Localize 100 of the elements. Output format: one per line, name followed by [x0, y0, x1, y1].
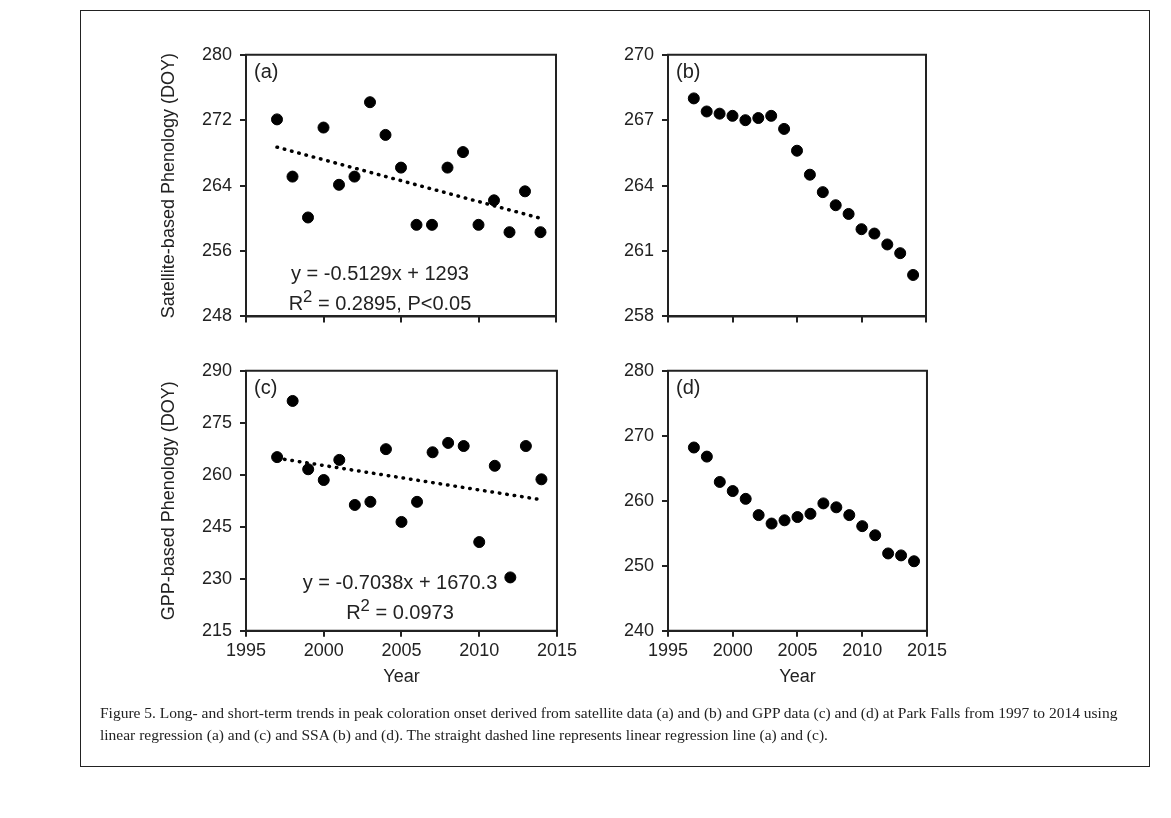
point	[333, 453, 346, 466]
chart-title: (b)	[676, 60, 701, 83]
point	[894, 247, 907, 260]
point	[907, 268, 920, 281]
point	[426, 218, 438, 231]
point	[535, 473, 548, 486]
point	[504, 571, 517, 584]
point	[908, 555, 921, 568]
point	[752, 112, 765, 125]
y-tick-label: 260	[623, 489, 654, 510]
point	[364, 495, 377, 508]
y-tick-label: 280	[623, 359, 654, 380]
point	[700, 105, 713, 118]
x-axis-title: Year	[779, 666, 816, 687]
point	[726, 485, 739, 498]
chart-title: (a)	[254, 60, 279, 83]
point	[713, 107, 726, 120]
y-tick-label: 264	[623, 174, 654, 195]
caption: Figure 5. Long- and short-term trends in peak coloration onset derived from satellite data (a) and (b) and GPP data (c) and (d) at Park Falls from 1997 to 2014 using linear regression (a) and (c) and SSA (b) and (d). The straight dashed line represents linear regression line (a) and (c).	[100, 703, 1119, 745]
y-tick-label: 215	[201, 619, 232, 640]
y-tick-label: 270	[623, 43, 654, 64]
x-tick-label: 2015	[536, 639, 577, 660]
point	[855, 223, 868, 236]
point	[473, 536, 486, 549]
point	[348, 498, 361, 511]
y-tick-label: 230	[201, 567, 232, 588]
point	[317, 474, 330, 486]
point	[534, 226, 547, 239]
point	[271, 113, 283, 126]
point	[457, 146, 469, 159]
x-tick-label: 2010	[842, 639, 883, 660]
point	[778, 514, 791, 527]
point	[765, 517, 778, 530]
point	[333, 178, 345, 191]
point	[411, 495, 424, 508]
point	[700, 450, 713, 463]
point	[856, 520, 869, 533]
point	[687, 92, 700, 105]
y-tick-label: 261	[623, 239, 654, 260]
y-tick-label: 256	[201, 239, 232, 260]
x-tick-label: 2005	[777, 639, 818, 660]
point	[488, 194, 500, 207]
point	[713, 475, 726, 488]
point	[687, 441, 700, 454]
point	[804, 507, 817, 520]
x-tick-label: 2005	[381, 639, 422, 660]
point	[869, 529, 882, 542]
y-tick-label: 290	[201, 359, 232, 380]
y-tick-label: 275	[201, 411, 232, 432]
point	[302, 463, 315, 476]
point	[503, 226, 516, 239]
point	[395, 161, 407, 174]
point	[519, 185, 531, 198]
y-tick-label: 267	[623, 109, 654, 130]
point	[739, 114, 752, 127]
point	[829, 199, 842, 212]
point	[317, 121, 330, 134]
point	[379, 443, 392, 456]
point	[348, 170, 361, 183]
y-tick-label: 272	[201, 109, 232, 130]
point	[726, 109, 739, 122]
annotation: y = -0.7038x + 1670.3	[302, 571, 498, 593]
point	[791, 511, 804, 524]
point	[881, 238, 894, 251]
y-tick-label: 264	[201, 174, 232, 195]
point	[519, 440, 532, 453]
x-tick-label: 2000	[712, 639, 753, 660]
point	[803, 168, 816, 181]
point	[302, 211, 314, 224]
point	[472, 218, 485, 231]
y-tick-label: 240	[623, 619, 654, 640]
point	[426, 446, 439, 459]
y-tick-label: 248	[201, 305, 232, 326]
chart-title: (d)	[676, 376, 701, 399]
y-tick-label: 245	[201, 515, 232, 536]
point	[778, 122, 791, 135]
y-tick-label: 270	[623, 424, 654, 445]
y-tick-label: 280	[201, 43, 232, 64]
y-axis-title: Satellite-based Phenology (DOY)	[157, 53, 178, 319]
point	[457, 440, 470, 453]
point	[286, 394, 299, 407]
point	[817, 497, 830, 510]
annotation: R$^{2}$ = 0.2895, P<0.05	[288, 287, 472, 314]
point	[752, 509, 765, 522]
y-tick-label: 250	[623, 554, 654, 575]
point	[791, 144, 803, 157]
x-tick-label: 2000	[303, 639, 344, 660]
chart-title: (c)	[254, 376, 278, 399]
point	[882, 547, 895, 560]
point	[868, 227, 881, 240]
point	[364, 96, 376, 109]
point	[895, 549, 908, 562]
point	[739, 492, 752, 505]
point	[441, 161, 454, 174]
annotation: R$^{2}$ = 0.0973	[346, 596, 454, 623]
point	[765, 109, 778, 122]
point	[830, 501, 843, 514]
point	[395, 515, 408, 528]
point	[843, 509, 856, 522]
point	[442, 436, 455, 449]
